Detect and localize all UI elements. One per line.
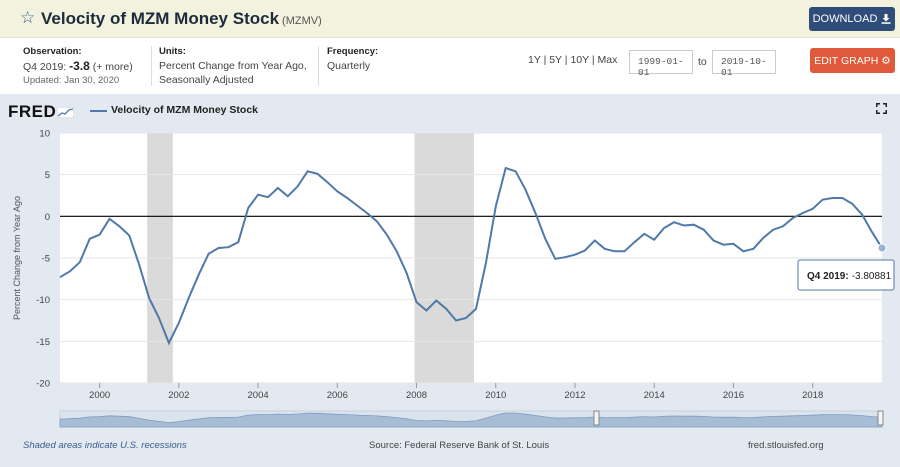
legend-label: Velocity of MZM Money Stock	[111, 104, 259, 116]
x-tick-label: 2004	[248, 390, 269, 401]
y-tick-label: 5	[45, 170, 50, 181]
y-tick-label: -5	[42, 254, 50, 265]
source-text: Source: Federal Reserve Bank of St. Loui…	[369, 440, 550, 451]
x-tick-label: 2006	[327, 390, 348, 401]
units-label: Units:	[159, 46, 186, 57]
hover-point	[877, 243, 887, 253]
gridlines	[60, 132, 882, 384]
series-line[interactable]	[59, 166, 883, 346]
start-date-input[interactable]: 1999-01-01	[629, 50, 693, 78]
to-label: to	[698, 56, 707, 68]
x-tick-label: 2008	[406, 390, 427, 401]
y-tick-label: 0	[45, 212, 50, 223]
fred-logo: FRED	[8, 102, 75, 122]
series-id: (MZMV)	[282, 15, 322, 27]
range-links: 1Y | 5Y | 10Y | Max	[528, 54, 618, 66]
fullscreen-icon[interactable]	[876, 103, 887, 114]
units-line2: Seasonally Adjusted	[159, 74, 254, 86]
meta-divider	[318, 46, 319, 86]
x-tick-label: 2012	[564, 390, 585, 401]
source-url[interactable]: fred.stlouisfed.org	[748, 440, 824, 451]
frequency-label: Frequency:	[327, 46, 379, 57]
range-navigator[interactable]	[59, 410, 884, 428]
x-tick-label: 2014	[644, 390, 665, 401]
y-tick-label: -20	[36, 379, 50, 390]
x-tick-label: 2000	[89, 390, 110, 401]
tooltip-label: Q4 2019:	[807, 271, 849, 282]
y-tick-label: 10	[39, 129, 50, 140]
header-bar: ☆ Velocity of MZM Money Stock (MZMV) DOWN…	[0, 0, 900, 38]
x-tick-label: 2018	[802, 390, 823, 401]
updated-date: Updated: Jan 30, 2020	[23, 75, 120, 86]
x-tick-label: 2016	[723, 390, 744, 401]
x-tick-label: 2010	[485, 390, 506, 401]
gear-icon: ⚙	[881, 54, 891, 67]
navigator-handle-left[interactable]	[593, 410, 600, 426]
x-axis-ticks: 2000 2002 2004 2006 2008 2010 2012 2014 2016 2018	[89, 383, 823, 401]
page-title: Velocity of MZM Money Stock (MZMV)	[41, 9, 322, 29]
navigator-handle-right[interactable]	[877, 410, 884, 426]
recession-note: Shaded areas indicate U.S. recessions	[23, 440, 187, 451]
more-link[interactable]: (+ more)	[92, 61, 133, 73]
y-tick-label: -10	[36, 295, 50, 306]
observation-label: Observation:	[23, 46, 82, 57]
edit-graph-label: EDIT GRAPH	[814, 54, 879, 67]
tooltip: Q4 2019: -3.80881	[797, 259, 895, 291]
legend-swatch	[90, 110, 107, 112]
navigator-series	[59, 412, 883, 428]
download-icon	[881, 14, 891, 24]
download-button[interactable]: DOWNLOAD	[809, 7, 895, 31]
series-title: Velocity of MZM Money Stock	[41, 9, 280, 28]
observation-period: Q4 2019:	[23, 61, 67, 73]
observation-value: -3.8	[69, 59, 90, 73]
fred-brand: FRED	[8, 102, 57, 121]
download-label: DOWNLOAD	[812, 13, 878, 25]
range-1y[interactable]: 1Y	[528, 54, 541, 66]
y-axis-label: Percent Change from Year Ago	[12, 196, 22, 320]
units-block: Units: Percent Change from Year Ago, Sea…	[159, 45, 307, 87]
tooltip-value: -3.80881	[852, 271, 892, 282]
tooltip-box	[797, 259, 895, 291]
frequency-value: Quarterly	[327, 60, 371, 72]
observation-block: Observation: Q4 2019: -3.8 (+ more) Upda…	[23, 45, 133, 88]
meta-divider	[151, 46, 152, 86]
range-max[interactable]: Max	[597, 54, 618, 66]
edit-graph-button[interactable]: EDIT GRAPH ⚙	[810, 48, 895, 73]
x-tick-label: 2002	[168, 390, 189, 401]
y-axis-ticks: 10 5 0 -5 -10 -15 -20	[36, 129, 50, 390]
frequency-block: Frequency: Quarterly	[327, 45, 378, 73]
tooltip-text: Q4 2019: -3.80881	[807, 271, 892, 282]
end-date-input[interactable]: 2019-10-01	[712, 50, 776, 78]
favorite-star-icon[interactable]: ☆	[20, 8, 36, 27]
range-5y[interactable]: 5Y	[549, 54, 562, 66]
range-10y[interactable]: 10Y	[570, 54, 589, 66]
units-line1: Percent Change from Year Ago,	[159, 60, 307, 72]
y-tick-label: -15	[36, 337, 50, 348]
